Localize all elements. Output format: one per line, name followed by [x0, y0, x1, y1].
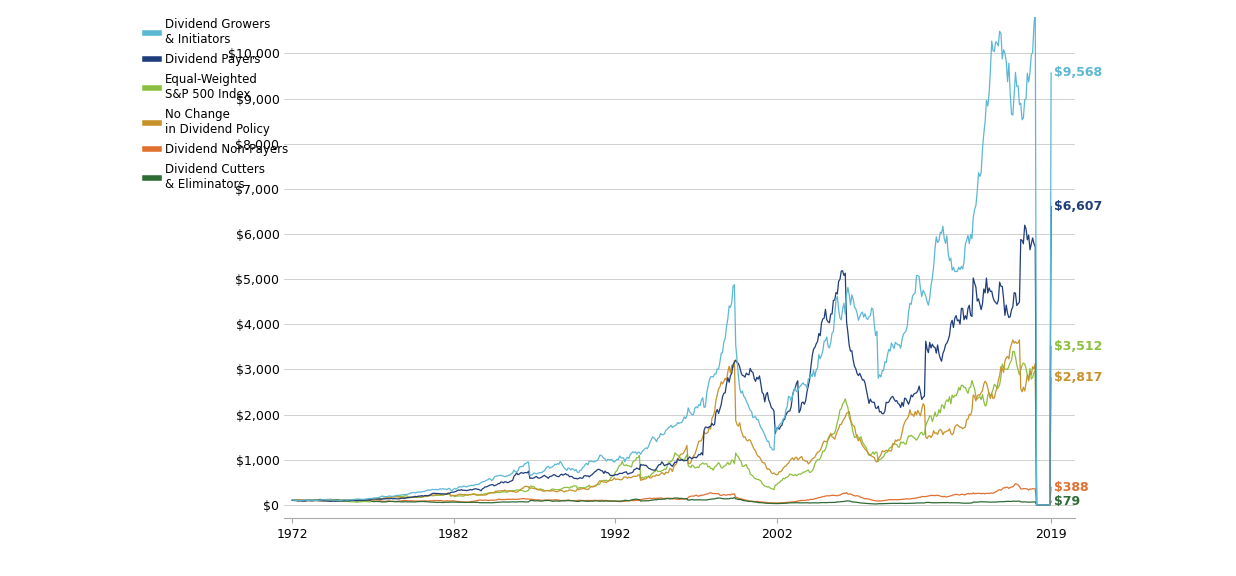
Text: $2,817: $2,817 [1053, 371, 1103, 384]
Text: $388: $388 [1053, 481, 1088, 494]
Text: $79: $79 [1053, 495, 1080, 508]
Text: $6,607: $6,607 [1053, 200, 1101, 213]
Legend: Dividend Growers
& Initiators, Dividend Payers, Equal-Weighted
S&P 500 Index, No: Dividend Growers & Initiators, Dividend … [140, 13, 293, 196]
Text: $3,512: $3,512 [1053, 340, 1103, 353]
Text: $9,568: $9,568 [1053, 66, 1101, 79]
